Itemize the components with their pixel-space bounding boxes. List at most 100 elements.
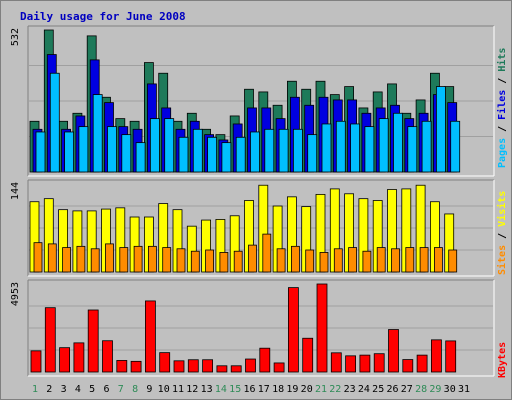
kbytes-bar-day-25 [373,353,385,373]
pages-bar-day-8 [135,142,146,173]
sites-bar-day-13 [205,249,215,273]
x-label-day-8: 8 [132,384,138,395]
pages-bar-day-9 [149,118,160,173]
kbytes-bar-day-14 [216,365,228,373]
sites-bar-day-7 [119,247,129,273]
pages-bar-day-17 [264,128,275,173]
sites-bar-day-15 [233,250,243,273]
x-label-day-29: 29 [429,384,441,395]
x-label-day-30: 30 [444,384,456,395]
x-label-day-15: 15 [229,384,241,395]
x-label-day-10: 10 [158,384,170,395]
sites-bar-day-2 [47,243,57,273]
kbytes-panel [27,279,495,377]
pages-bar-day-30 [450,120,461,173]
kbytes-bar-day-10 [159,352,171,373]
pages-bar-day-21 [321,123,332,173]
kbytes-bar-day-28 [416,354,428,373]
legend-visits: Visits [496,191,508,227]
sites-bar-day-25 [376,247,386,273]
x-label-day-31: 31 [458,384,470,395]
x-label-day-1: 1 [32,384,38,395]
kbytes-bar-day-2 [44,307,56,373]
kbytes-bar-day-19 [287,287,299,373]
x-label-day-9: 9 [146,384,152,395]
pages-bar-day-15 [235,136,246,173]
kbytes-bar-day-21 [316,283,328,373]
legend-kbytes: KBytes [497,342,508,378]
pages-bar-day-23 [350,123,361,173]
pages-bar-day-18 [278,128,289,173]
kbytes-bar-day-24 [359,354,371,373]
x-label-day-23: 23 [344,384,356,395]
x-label-day-14: 14 [215,384,227,395]
x-label-day-24: 24 [358,384,370,395]
pages-bar-day-20 [307,134,318,173]
legend-separator: / [497,227,508,245]
sites-bar-day-24 [362,250,372,273]
kbytes-bar-day-5 [87,309,99,373]
pages-bar-day-7 [121,134,132,173]
pages-bar-day-24 [364,126,375,173]
sites-bar-day-27 [405,247,415,273]
x-label-day-7: 7 [118,384,124,395]
x-label-day-26: 26 [386,384,398,395]
kbytes-bar-day-22 [330,352,342,373]
legend-hits: Hits [496,48,508,72]
sites-bar-day-22 [333,248,343,273]
sites-bar-day-21 [319,252,329,273]
sites-bar-day-17 [262,233,272,273]
sites-bar-day-20 [305,249,315,273]
sites-bar-day-28 [419,247,429,273]
legend-sites: Sites [496,245,508,275]
visits-sites-legend: Sites / Visits [496,191,508,275]
hits-files-pages-panel [27,25,495,177]
sites-bar-day-8 [133,245,143,273]
kbytes-ymax-label: 4953 [10,282,21,306]
x-label-day-13: 13 [201,384,213,395]
x-label-day-25: 25 [372,384,384,395]
legend-separator: / [497,72,508,90]
pages-bar-day-13 [207,136,218,173]
pages-bar-day-10 [164,118,175,173]
hits-files-pages-legend: Pages / Files / Hits [496,48,508,168]
kbytes-bar-day-7 [116,360,128,373]
kbytes-bar-day-17 [259,347,271,373]
pages-bar-day-19 [292,128,303,173]
sites-bar-day-23 [348,247,358,273]
sites-bar-day-29 [433,247,443,273]
kbytes-bar-day-4 [73,342,85,373]
visits-ymax-label: 144 [10,182,21,200]
pages-bar-day-12 [192,128,203,173]
sites-bar-day-6 [105,243,114,273]
kbytes-bar-day-29 [430,339,442,373]
pages-bar-day-6 [107,126,117,173]
sites-bar-day-9 [147,245,157,273]
sites-bar-day-10 [162,247,172,273]
sites-bar-day-16 [248,244,257,273]
kbytes-bar-day-12 [187,359,199,373]
sites-bar-day-3 [62,247,71,273]
sites-bar-day-14 [219,252,229,273]
pages-bar-day-3 [64,131,74,173]
sites-bar-day-5 [90,248,100,273]
x-label-day-17: 17 [258,384,270,395]
legend-pages: Pages [497,138,508,168]
pages-bar-day-26 [393,112,403,173]
hits-ymax-label: 532 [10,28,21,46]
kbytes-bar-day-11 [173,360,185,373]
pages-bar-day-2 [49,72,60,173]
pages-bar-day-22 [335,120,346,173]
x-label-day-22: 22 [329,384,341,395]
pages-bar-day-25 [378,118,389,173]
pages-bar-day-28 [421,120,432,173]
legend-files: Files [496,90,508,120]
kbytes-bar-day-20 [302,337,314,373]
sites-bar-day-19 [290,245,300,273]
visits-sites-panel [27,179,495,277]
pages-bar-day-27 [407,126,418,173]
x-axis-labels: 1 2 3 4 5 6 7 8 9 10 11 12 13 14 15 16 17 18 19 20 21 22 23 24 2… [32,384,470,395]
kbytes-bar-day-30 [445,340,457,373]
sites-bar-day-1 [33,242,43,273]
